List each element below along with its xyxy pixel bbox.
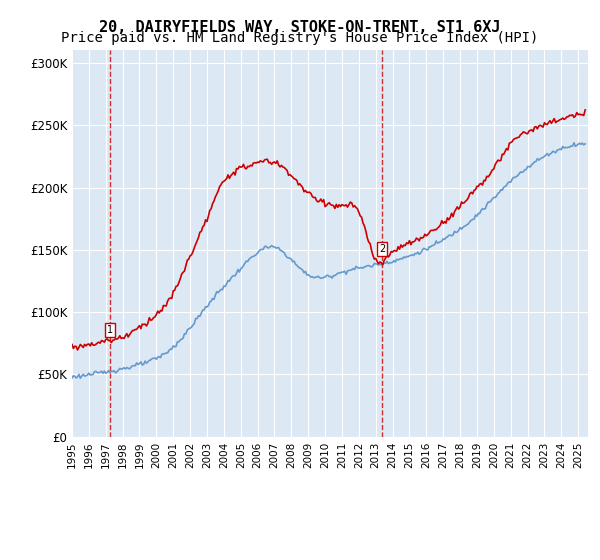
Text: 20, DAIRYFIELDS WAY, STOKE-ON-TRENT, ST1 6XJ: 20, DAIRYFIELDS WAY, STOKE-ON-TRENT, ST1…	[99, 20, 501, 35]
Text: 2: 2	[379, 244, 385, 254]
Text: 1: 1	[107, 325, 113, 335]
Text: Price paid vs. HM Land Registry's House Price Index (HPI): Price paid vs. HM Land Registry's House …	[61, 31, 539, 45]
